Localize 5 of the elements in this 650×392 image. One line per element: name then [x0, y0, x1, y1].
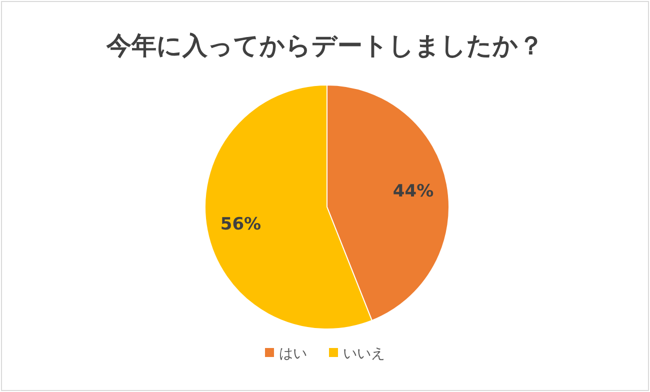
- legend-label: いいえ: [343, 346, 385, 362]
- legend-label: はい: [279, 346, 307, 362]
- data-label: 44%: [392, 182, 434, 202]
- data-label: 56%: [220, 214, 262, 234]
- chart-title: 今年に入ってからデートしましたか？: [106, 31, 544, 60]
